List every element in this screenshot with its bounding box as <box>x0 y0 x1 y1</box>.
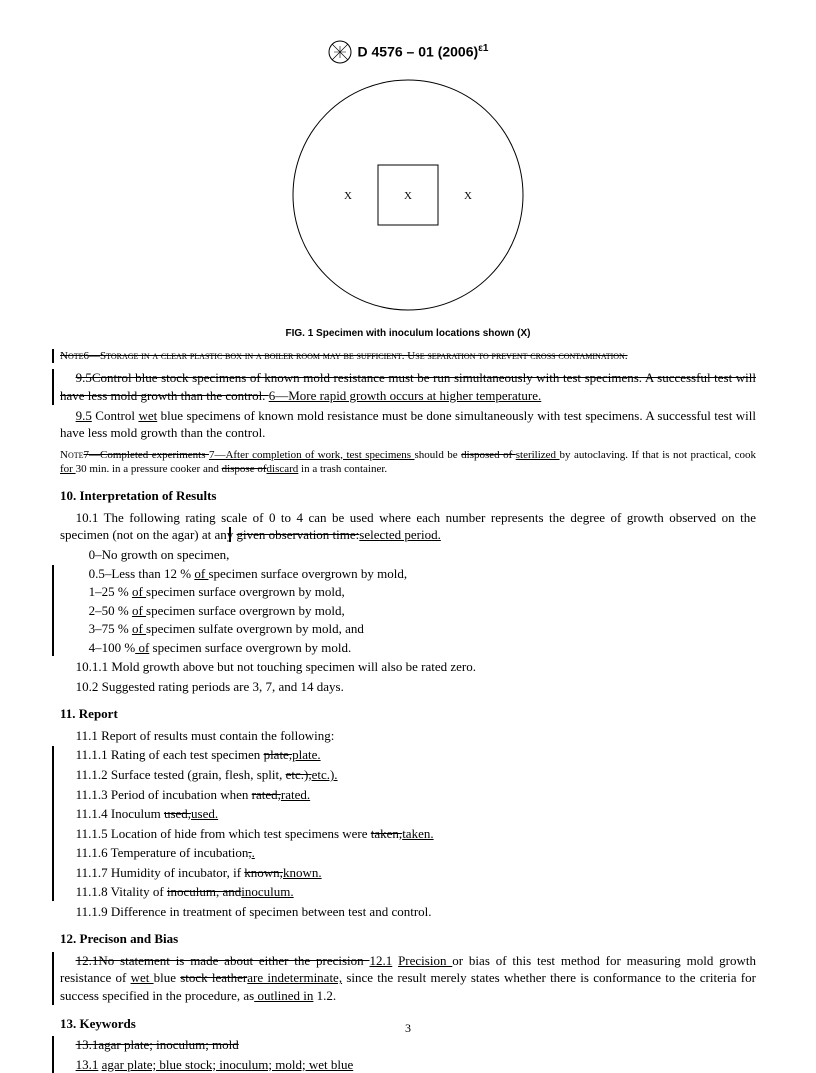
note-6: Note6—Storage in a clear plastic box in … <box>52 349 756 364</box>
astm-logo-icon <box>328 40 352 64</box>
rating-2: 2–50 % of specimen surface overgrown by … <box>89 602 756 620</box>
item-11-1-2: 11.1.2 Surface tested (grain, flesh, spl… <box>60 766 756 784</box>
para-13-1-strike: 13.1agar plate; inoculum; mold <box>60 1036 756 1054</box>
svg-text:X: X <box>464 190 472 202</box>
section-11-head: 11. Report <box>60 705 756 723</box>
item-11-1-4: 11.1.4 Inoculum used,used. <box>60 805 756 823</box>
item-11-1-6: 11.1.6 Temperature of incubation,. <box>60 844 756 862</box>
rating-0: 0–No growth on specimen, <box>89 546 756 564</box>
item-11-1-7: 11.1.7 Humidity of incubator, if known,k… <box>60 864 756 882</box>
svg-text:X: X <box>344 190 352 202</box>
specimen-diagram-icon: X X X <box>278 77 538 317</box>
svg-text:X: X <box>404 190 412 202</box>
para-13-1: 13.1 agar plate; blue stock; inoculum; m… <box>60 1056 756 1073</box>
section-12-head: 12. Precison and Bias <box>60 930 756 948</box>
para-10-1: 10.1 The following rating scale of 0 to … <box>60 509 756 544</box>
para-11-1: 11.1 Report of results must contain the … <box>60 727 756 745</box>
page-header: D 4576 – 01 (2006)ε1 <box>60 40 756 69</box>
para-9-5: 9.5 Control wet blue specimens of known … <box>60 407 756 442</box>
item-11-1-1: 11.1.1 Rating of each test specimen plat… <box>60 746 756 764</box>
item-11-1-3: 11.1.3 Period of incubation when rated,r… <box>60 786 756 804</box>
item-11-1-5: 11.1.5 Location of hide from which test … <box>60 825 756 843</box>
para-10-2: 10.2 Suggested rating periods are 3, 7, … <box>60 678 756 696</box>
document-body: Note6—Storage in a clear plastic box in … <box>60 349 756 1073</box>
para-12-1: 12.1No statement is made about either th… <box>52 952 756 1005</box>
page-number: 3 <box>0 1020 816 1036</box>
section-10-head: 10. Interpretation of Results <box>60 487 756 505</box>
figure-caption: FIG. 1 Specimen with inoculum locations … <box>60 327 756 341</box>
item-11-1-8: 11.1.8 Vitality of inoculum, andinoculum… <box>60 883 756 901</box>
rating-1: 1–25 % of specimen surface overgrown by … <box>89 583 756 601</box>
rating-4: 4–100 % of specimen surface overgrown by… <box>89 639 756 657</box>
para-9-5-strike: 9.5Control blue stock specimens of known… <box>52 369 756 404</box>
rating-3: 3–75 % of specimen sulfate overgrown by … <box>89 620 756 638</box>
item-11-1-9: 11.1.9 Difference in treatment of specim… <box>60 903 756 921</box>
designation-text: D 4576 – 01 (2006)ε1 <box>358 42 489 62</box>
note-7: Note7—Completed experiments 7—After comp… <box>60 448 756 478</box>
rating-05: 0.5–Less than 12 % of specimen surface o… <box>89 565 756 583</box>
para-10-1-1: 10.1.1 Mold growth above but not touchin… <box>60 658 756 676</box>
figure-1: X X X FIG. 1 Specimen with inoculum loca… <box>60 77 756 341</box>
